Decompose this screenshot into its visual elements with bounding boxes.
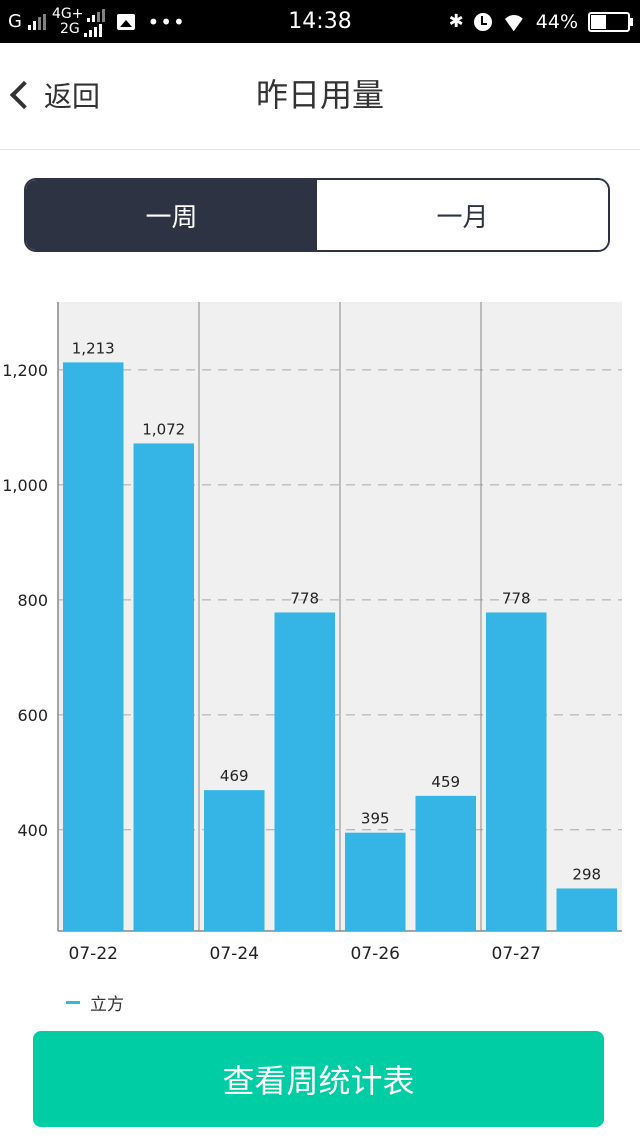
back-button[interactable]: 返回	[6, 75, 100, 115]
usage-bar-chart: 400 600 800 1,000 1,200 1,213 1,072 469 778 395 45…	[2, 302, 622, 964]
signal-icon	[87, 8, 106, 22]
bar	[486, 612, 547, 931]
x-tick-label: 07-26	[351, 944, 400, 964]
signal-icon	[27, 13, 46, 30]
tab-month[interactable]: 一月	[317, 180, 608, 250]
bar-data-label: 1,213	[72, 339, 115, 357]
legend-swatch	[66, 1001, 80, 1004]
view-weekly-stats-button[interactable]: 查看周统计表	[33, 1031, 604, 1127]
bar-data-label: 459	[431, 773, 460, 791]
bar	[274, 612, 335, 931]
legend-label: 立方	[90, 995, 124, 1015]
chart-legend: 立方	[66, 990, 124, 1015]
tab-week[interactable]: 一周	[26, 180, 317, 250]
bar	[415, 795, 476, 931]
bar	[63, 362, 124, 931]
bar-data-label: 1,072	[142, 420, 185, 438]
status-bar: G 4G+ 2G ••• 14:38 ✱ 44%	[0, 0, 640, 43]
network-type-1: G	[8, 11, 22, 32]
bar	[204, 790, 265, 931]
more-notifications-icon: •••	[147, 9, 186, 34]
alarm-icon	[473, 12, 492, 31]
navigation-bar: 返回 昨日用量	[0, 43, 640, 150]
bar	[556, 888, 617, 931]
y-tick-label: 600	[17, 706, 48, 725]
y-tick-label: 800	[17, 591, 48, 610]
status-right: ✱ 44%	[448, 0, 633, 43]
network-2g-label: 2G	[59, 20, 80, 37]
network-4g-label: 4G+	[51, 5, 84, 22]
network-type-2: 4G+ 2G	[51, 5, 106, 37]
bluetooth-icon: ✱	[448, 11, 464, 32]
back-label: 返回	[44, 80, 101, 113]
y-tick-label: 1,200	[2, 361, 48, 380]
gallery-icon	[117, 13, 136, 30]
period-segmented-control: 一周 一月	[24, 178, 610, 252]
bar	[345, 832, 406, 931]
x-tick-label: 07-24	[210, 944, 259, 964]
signal-icon	[83, 23, 102, 37]
status-time: 14:38	[288, 9, 352, 34]
status-left: G 4G+ 2G •••	[8, 0, 186, 43]
x-tick-label: 07-27	[492, 944, 541, 964]
battery-percent: 44%	[535, 10, 578, 33]
back-chevron-icon	[9, 80, 39, 110]
y-tick-label: 400	[17, 821, 48, 840]
bar	[133, 443, 194, 931]
bar-data-label: 298	[572, 865, 601, 883]
bar-data-label: 395	[361, 810, 390, 828]
bar-data-label: 469	[220, 767, 249, 785]
bar-data-label: 778	[290, 589, 319, 607]
battery-level	[591, 14, 606, 29]
battery-icon	[588, 11, 633, 32]
x-tick-label: 07-22	[69, 944, 118, 964]
wifi-icon	[502, 13, 526, 31]
bar-data-label: 778	[502, 589, 531, 607]
y-tick-label: 1,000	[2, 476, 48, 495]
